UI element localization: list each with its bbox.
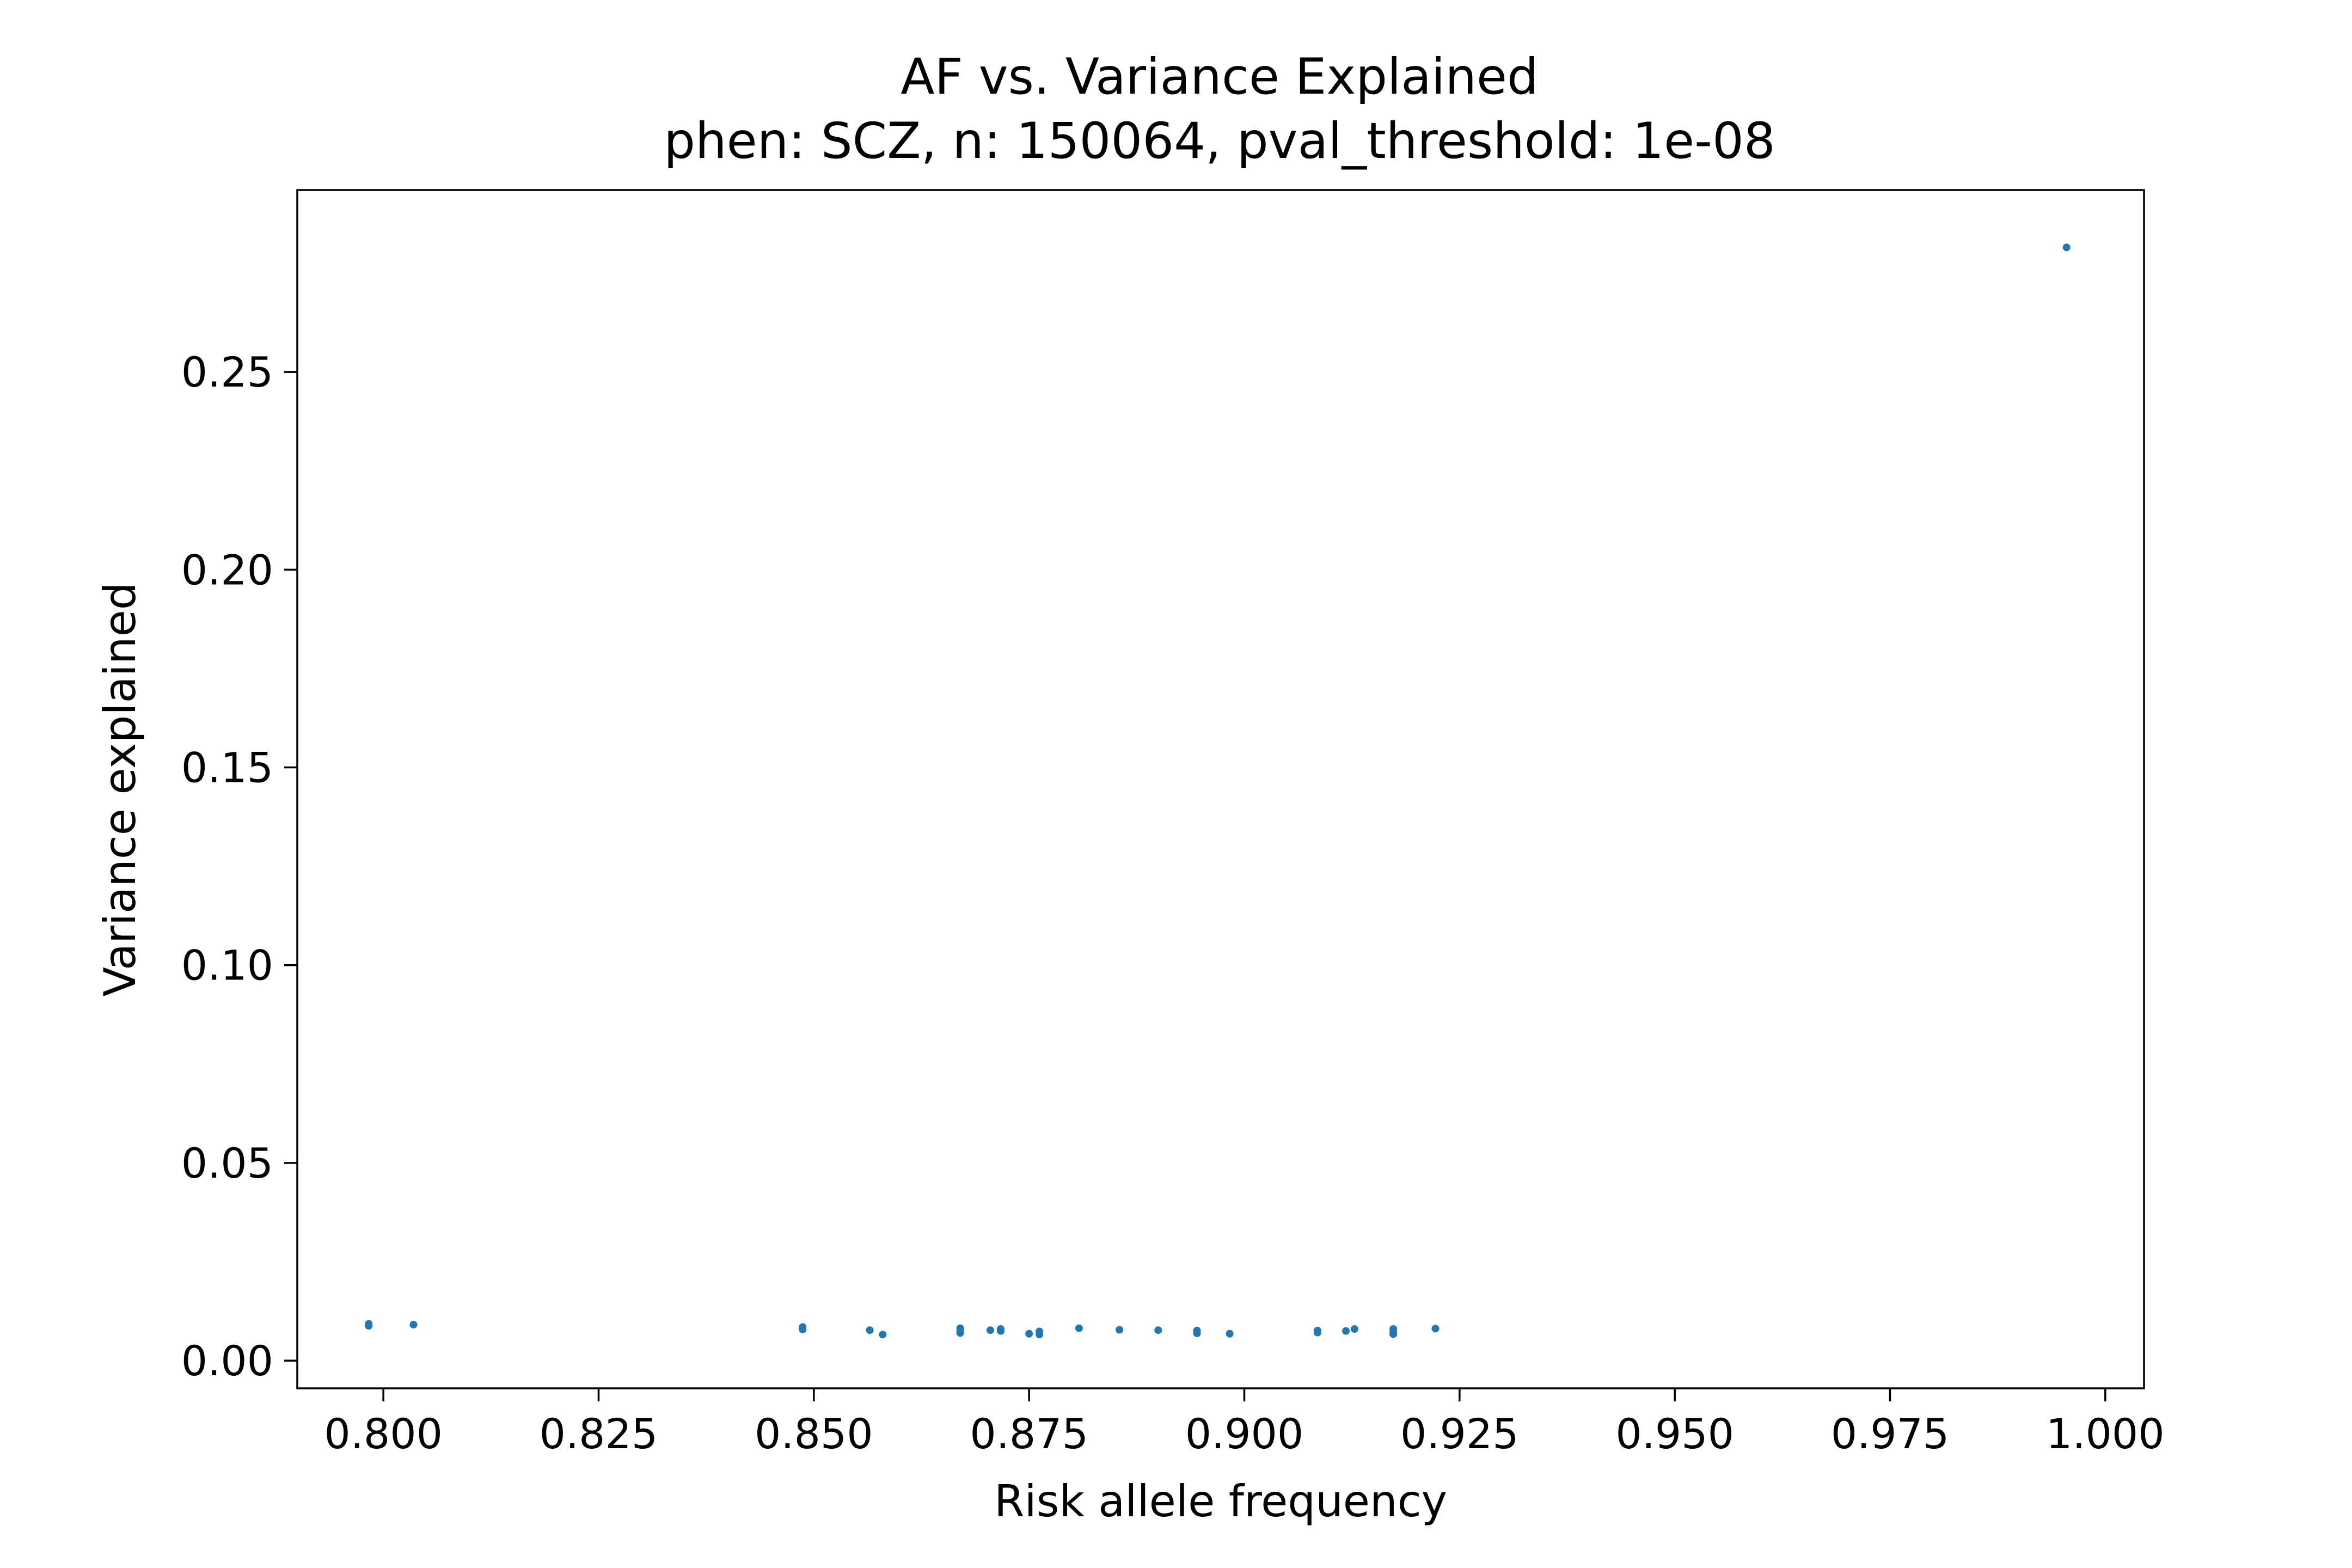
- x-tick-label: 0.800: [324, 1410, 443, 1458]
- y-tick-label: 0.00: [181, 1337, 273, 1385]
- x-tick-label: 0.825: [540, 1410, 658, 1458]
- x-axis-label: Risk allele frequency: [994, 1476, 1447, 1527]
- data-point: [1389, 1330, 1398, 1338]
- data-point: [956, 1329, 964, 1337]
- data-point: [986, 1326, 994, 1334]
- y-tick-label: 0.25: [181, 348, 273, 396]
- x-tick-label: 0.875: [970, 1410, 1088, 1458]
- data-point: [1075, 1324, 1083, 1332]
- data-point: [1226, 1330, 1234, 1338]
- x-tick-label: 1.000: [2046, 1410, 2165, 1458]
- y-tick-label: 0.15: [181, 744, 273, 792]
- data-point: [1154, 1326, 1162, 1334]
- data-point: [365, 1322, 373, 1330]
- data-point: [2062, 243, 2071, 252]
- data-point: [409, 1321, 418, 1329]
- data-point: [866, 1326, 874, 1334]
- y-axis-label: Variance explained: [95, 582, 145, 996]
- data-point: [879, 1331, 887, 1339]
- chart-title: AF vs. Variance Explained: [901, 48, 1539, 106]
- data-point: [799, 1325, 807, 1333]
- data-points: [365, 243, 2071, 1339]
- y-axis-ticks: 0.00 0.05 0.10 0.15 0.20 0.25: [181, 348, 297, 1385]
- y-tick-label: 0.05: [181, 1139, 273, 1187]
- y-tick-label: 0.10: [181, 941, 273, 990]
- data-point: [1025, 1330, 1033, 1338]
- x-tick-label: 0.900: [1185, 1410, 1304, 1458]
- data-point: [1431, 1325, 1440, 1333]
- data-point: [1342, 1327, 1350, 1335]
- chart-subtitle: phen: SCZ, n: 150064, pval_threshold: 1e…: [664, 113, 1775, 170]
- x-tick-label: 0.975: [1831, 1410, 1950, 1458]
- x-axis-ticks: 0.800 0.825 0.850 0.875 0.900 0.925 0.950 0.975…: [324, 1388, 2165, 1458]
- y-tick-label: 0.20: [181, 546, 273, 594]
- data-point: [1036, 1331, 1044, 1339]
- plot-frame: [296, 189, 2145, 1389]
- x-tick-label: 0.925: [1400, 1410, 1519, 1458]
- x-tick-label: 0.950: [1615, 1410, 1734, 1458]
- data-point: [1116, 1326, 1124, 1334]
- data-point: [1193, 1330, 1201, 1338]
- x-tick-label: 0.850: [755, 1410, 873, 1458]
- data-point: [1350, 1325, 1358, 1333]
- data-point: [996, 1327, 1004, 1335]
- data-point: [1313, 1328, 1321, 1337]
